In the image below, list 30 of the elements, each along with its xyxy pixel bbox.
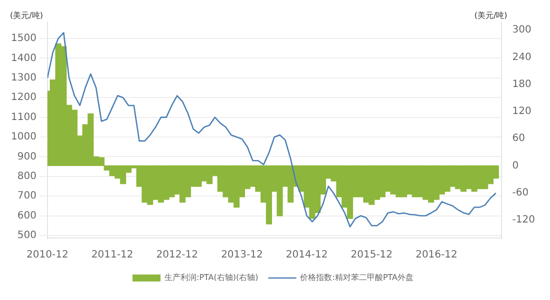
- y2-tick-label: -60: [512, 187, 529, 198]
- y2-tick-label: 0: [512, 160, 519, 172]
- y2-tick-label: 120: [512, 106, 532, 118]
- y-tick-label: 900: [17, 151, 36, 162]
- y-tick-label: 1500: [10, 33, 36, 44]
- x-tick-label: 2012-12: [156, 250, 198, 261]
- y-tick-label: 1200: [10, 92, 36, 104]
- x-tick-label: 2016-12: [416, 250, 458, 261]
- x-tick-label: 2014-12: [286, 250, 328, 261]
- x-tick-label: 2013-12: [221, 250, 263, 261]
- y2-tick-label: 60: [512, 133, 526, 144]
- legend-label: 生产利润:PTA(右轴)(右轴): [164, 273, 258, 282]
- y-tick-label: 500: [17, 230, 36, 242]
- y-tick-label: 1300: [10, 72, 36, 84]
- x-tick-label: 2011-12: [91, 250, 134, 261]
- y-tick-label: 800: [17, 170, 36, 182]
- y-tick-label: 700: [17, 190, 36, 202]
- y2-tick-label: 300: [512, 24, 532, 36]
- y2-tick-label: 180: [512, 78, 532, 90]
- y2-tick-label: -120: [512, 214, 536, 226]
- y-tick-label: 600: [17, 210, 36, 222]
- y2-tick-label: 240: [512, 52, 532, 63]
- x-tick-label: 2015-12: [350, 250, 393, 261]
- y-tick-label: 1100: [10, 112, 36, 123]
- x-tick-label: 2010-12: [26, 250, 68, 261]
- y-tick-label: 1400: [10, 52, 36, 64]
- y2-axis-title: (美元/吨): [474, 11, 508, 20]
- y-tick-label: 1000: [10, 132, 36, 143]
- y-axis-title: (美元/吨): [10, 11, 43, 20]
- legend-label: 价格指数:精对苯二甲酸PTA外盘: [299, 273, 414, 282]
